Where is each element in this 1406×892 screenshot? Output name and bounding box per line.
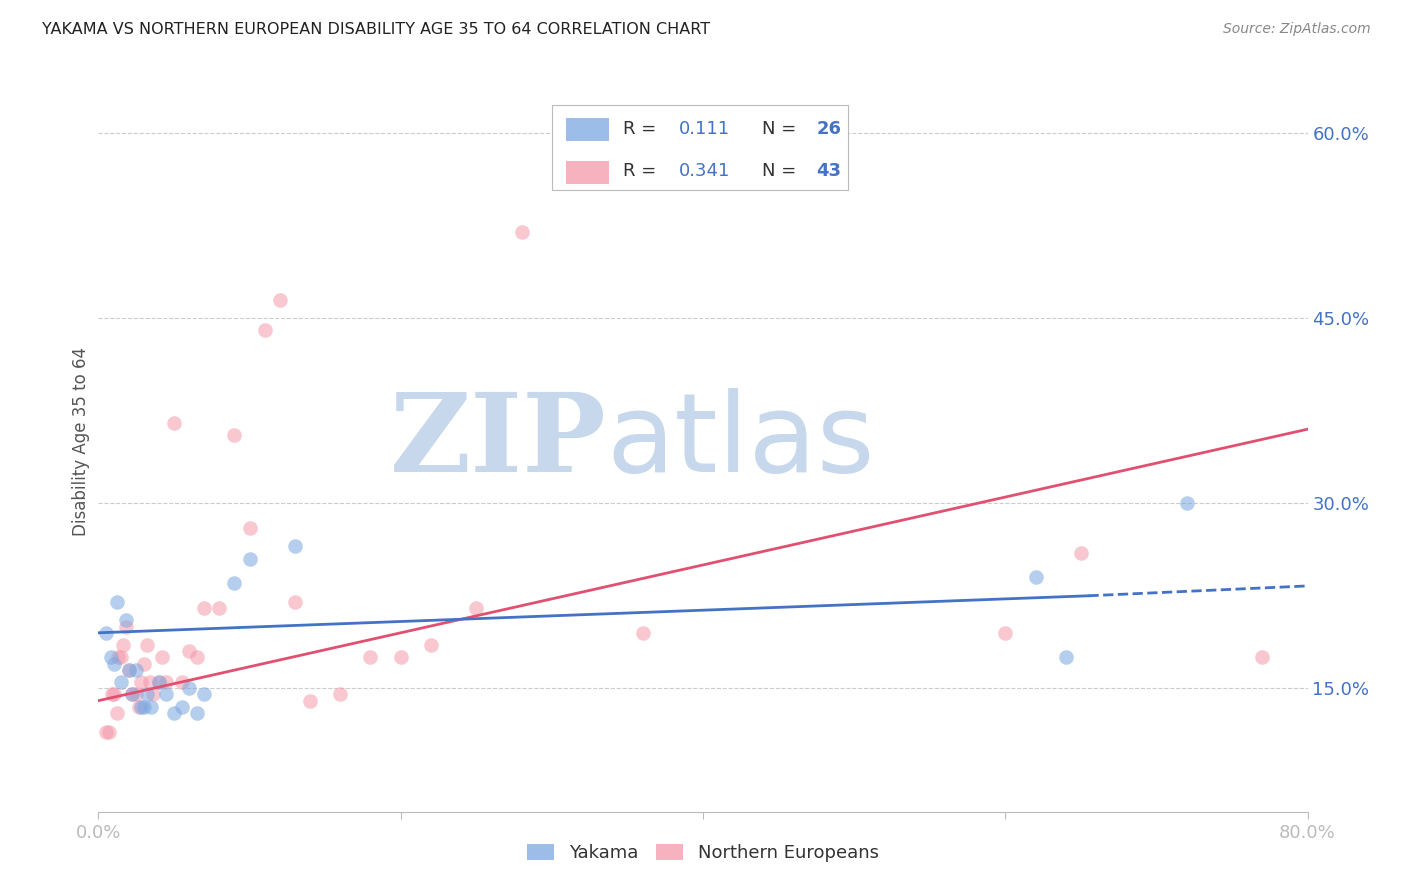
Point [284, 595, 307, 609]
Point [125, 688, 148, 702]
Text: YAKAMA VS NORTHERN EUROPEAN DISABILITY AGE 35 TO 64 CORRELATION CHART: YAKAMA VS NORTHERN EUROPEAN DISABILITY A… [42, 22, 710, 37]
Point [110, 675, 132, 690]
Point [142, 688, 165, 702]
Point [103, 657, 125, 671]
Point [94, 724, 117, 739]
Point [141, 699, 163, 714]
Point [994, 625, 1017, 640]
Text: atlas: atlas [606, 388, 875, 495]
Point [1054, 650, 1077, 665]
Point [224, 576, 246, 591]
Point [132, 699, 155, 714]
Point [129, 675, 152, 690]
Text: 43: 43 [817, 162, 842, 180]
Text: N =: N = [762, 120, 803, 137]
Text: 26: 26 [817, 120, 842, 137]
Point [1175, 496, 1198, 510]
Point [103, 688, 125, 702]
Point [121, 688, 143, 702]
Point [135, 638, 157, 652]
Point [148, 675, 170, 690]
Point [269, 293, 291, 307]
Point [125, 663, 148, 677]
Point [179, 681, 201, 696]
Point [360, 650, 382, 665]
Point [193, 688, 215, 702]
Point [98, 724, 121, 739]
Point [284, 540, 307, 554]
Point [114, 619, 136, 633]
Point [510, 225, 533, 239]
Text: Source: ZipAtlas.com: Source: ZipAtlas.com [1223, 22, 1371, 37]
Point [170, 699, 193, 714]
Point [101, 688, 124, 702]
Point [465, 601, 488, 615]
Text: R =: R = [623, 120, 662, 137]
Point [389, 650, 412, 665]
Point [105, 706, 128, 720]
Point [118, 663, 141, 677]
Point [239, 551, 262, 566]
Point [121, 688, 143, 702]
Point [253, 324, 276, 338]
Point [186, 650, 208, 665]
Point [193, 601, 215, 615]
Point [139, 675, 162, 690]
Point [135, 688, 157, 702]
Point [186, 706, 208, 720]
FancyBboxPatch shape [551, 104, 848, 190]
Text: N =: N = [762, 162, 803, 180]
Point [163, 706, 186, 720]
Point [239, 521, 262, 535]
Point [114, 614, 136, 628]
Point [224, 428, 246, 442]
Point [155, 688, 177, 702]
Point [110, 650, 132, 665]
Point [94, 625, 117, 640]
Point [163, 416, 186, 430]
Point [129, 699, 152, 714]
Text: R =: R = [623, 162, 662, 180]
Text: ZIP: ZIP [389, 388, 606, 495]
Text: 0.111: 0.111 [679, 120, 730, 137]
Point [420, 638, 443, 652]
Point [1024, 570, 1046, 584]
Point [107, 650, 129, 665]
Point [631, 625, 654, 640]
Text: 0.341: 0.341 [679, 162, 730, 180]
FancyBboxPatch shape [567, 161, 609, 184]
Point [148, 675, 170, 690]
Point [111, 638, 134, 652]
Point [1251, 650, 1274, 665]
Point [329, 688, 352, 702]
Point [118, 663, 141, 677]
Point [155, 675, 177, 690]
Point [208, 601, 231, 615]
Point [299, 694, 322, 708]
FancyBboxPatch shape [567, 118, 609, 142]
Point [128, 699, 150, 714]
Point [150, 650, 173, 665]
Point [1070, 545, 1092, 560]
Point [179, 644, 201, 658]
Point [105, 595, 128, 609]
Point [170, 675, 193, 690]
Point [100, 650, 122, 665]
Y-axis label: Disability Age 35 to 64: Disability Age 35 to 64 [72, 347, 90, 536]
Legend: Yakama, Northern Europeans: Yakama, Northern Europeans [520, 837, 886, 870]
Point [132, 657, 155, 671]
